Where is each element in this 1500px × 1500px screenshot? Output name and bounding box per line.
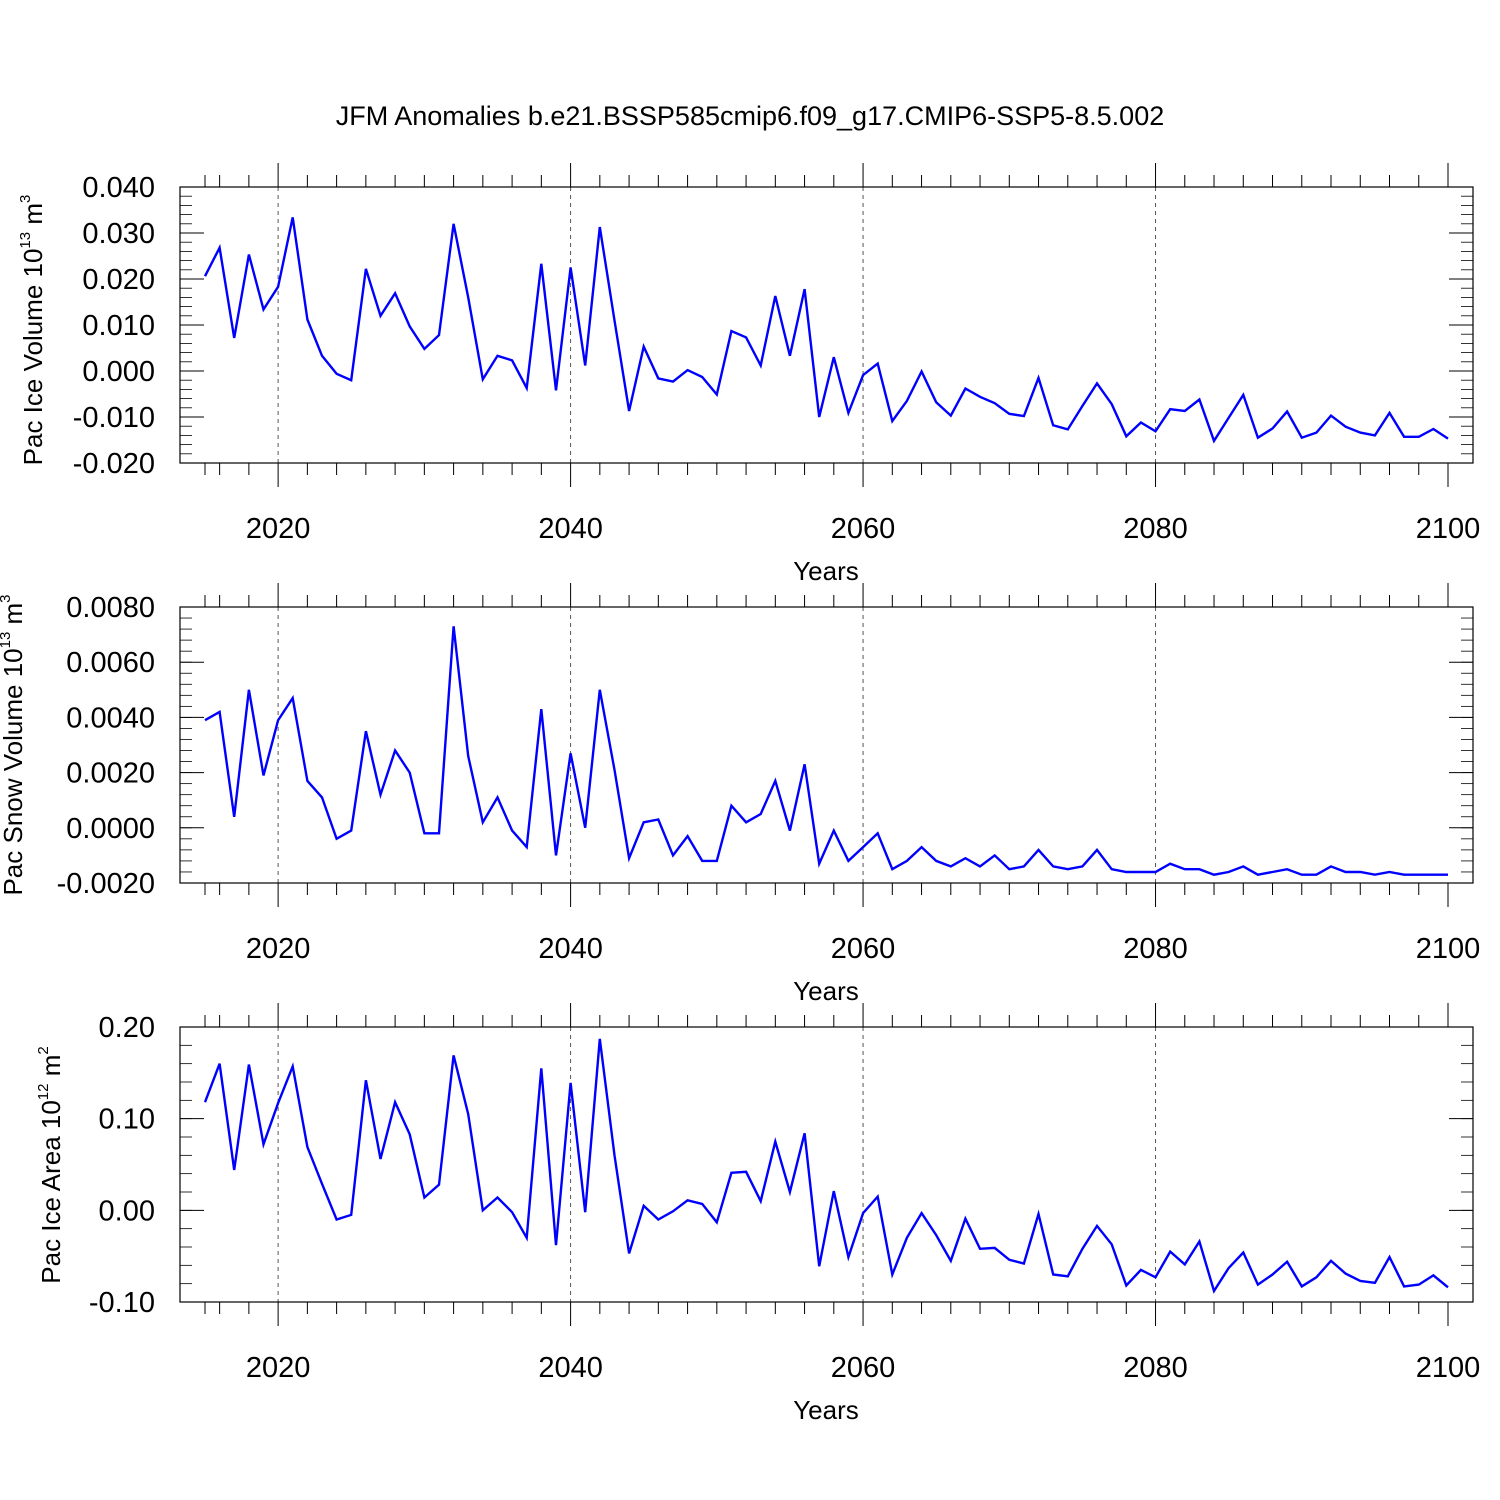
y-tick-label: 0.030 — [82, 218, 155, 250]
y-axis-exponent: 13 — [17, 232, 34, 249]
y-axis-exponent: 12 — [35, 1083, 52, 1100]
y-axis-unit: m — [36, 1055, 66, 1084]
x-tick-label: 2080 — [1123, 1352, 1188, 1384]
x-tick-label: 2100 — [1416, 513, 1481, 545]
y-tick-label: -0.020 — [73, 448, 155, 480]
y-tick-label: 0.0060 — [66, 647, 155, 679]
y-tick-label: -0.010 — [73, 402, 155, 434]
x-axis-title: Years — [793, 1395, 859, 1425]
series-line — [204, 626, 1448, 876]
panels-group: 0.040 0.030 0.020 0.010 0.000 -0.010 -0.020 202… — [0, 163, 1480, 1425]
plot-frame — [179, 606, 1474, 884]
y-tick-label: 0.10 — [99, 1104, 155, 1136]
x-tick-label: 2020 — [246, 1352, 311, 1384]
y-axis-unit-exponent: 3 — [17, 195, 34, 203]
x-tick-label: 2020 — [246, 513, 311, 545]
x-tick-label: 2020 — [246, 933, 311, 965]
y-axis-unit: m — [0, 603, 28, 632]
x-tick-label: 2060 — [831, 933, 896, 965]
x-tick-label: 2040 — [538, 933, 603, 965]
x-tick-label: 2080 — [1123, 933, 1188, 965]
y-tick-label: -0.0020 — [57, 868, 155, 900]
panel-2: 0.0080 0.0060 0.0040 0.0020 0.0000 -0.0020 202… — [0, 583, 1480, 1006]
y-tick-label: 0.040 — [82, 172, 155, 204]
y-tick-label: 0.00 — [99, 1195, 155, 1227]
chart-title: JFM Anomalies b.e21.BSSP585cmip6.f09_g17… — [336, 101, 1164, 131]
y-tick-label: -0.10 — [89, 1287, 155, 1319]
x-tick-label: 2060 — [831, 513, 896, 545]
y-tick-label: 0.0080 — [66, 592, 155, 624]
x-tick-label: 2060 — [831, 1352, 896, 1384]
y-axis-title: Pac Ice Volume 1013 m3 — [17, 195, 48, 466]
series-line — [203, 217, 1449, 444]
x-tick-label: 2100 — [1416, 1352, 1481, 1384]
y-axis-unit: m — [18, 203, 48, 232]
x-axis-title: Years — [793, 556, 859, 586]
y-axis-title-text: Pac Snow Volume 10 — [0, 648, 28, 895]
y-tick-label: 0.0000 — [66, 813, 155, 845]
y-tick-label: 0.0020 — [66, 758, 155, 790]
panel-3: 0.20 0.10 0.00 -0.10 2020 2040 2060 2080 2100 Yea… — [35, 1003, 1480, 1425]
series-line — [203, 1038, 1449, 1294]
y-axis-title: Pac Ice Area 1012 m2 — [35, 1046, 66, 1283]
y-axis-unit-exponent: 3 — [0, 594, 14, 602]
plot-frame — [179, 1026, 1474, 1303]
x-axis-title: Years — [793, 976, 859, 1006]
x-tick-label: 2040 — [538, 513, 603, 545]
y-tick-label: 0.020 — [82, 264, 155, 296]
y-tick-label: 0.0040 — [66, 702, 155, 734]
y-axis-title-text: Pac Ice Area 10 — [36, 1100, 66, 1284]
y-tick-label: 0.000 — [82, 356, 155, 388]
y-axis-title: Pac Snow Volume 1013 m3 — [0, 594, 28, 895]
x-tick-label: 2080 — [1123, 513, 1188, 545]
panel-1: 0.040 0.030 0.020 0.010 0.000 -0.010 -0.020 202… — [17, 163, 1480, 586]
y-axis-unit-exponent: 2 — [35, 1046, 52, 1054]
y-axis-exponent: 13 — [0, 632, 14, 649]
y-tick-label: 0.20 — [99, 1012, 155, 1044]
y-axis-title-text: Pac Ice Volume 10 — [18, 249, 48, 466]
x-tick-label: 2100 — [1416, 933, 1481, 965]
y-tick-label: 0.010 — [82, 310, 155, 342]
x-tick-label: 2040 — [538, 1352, 603, 1384]
